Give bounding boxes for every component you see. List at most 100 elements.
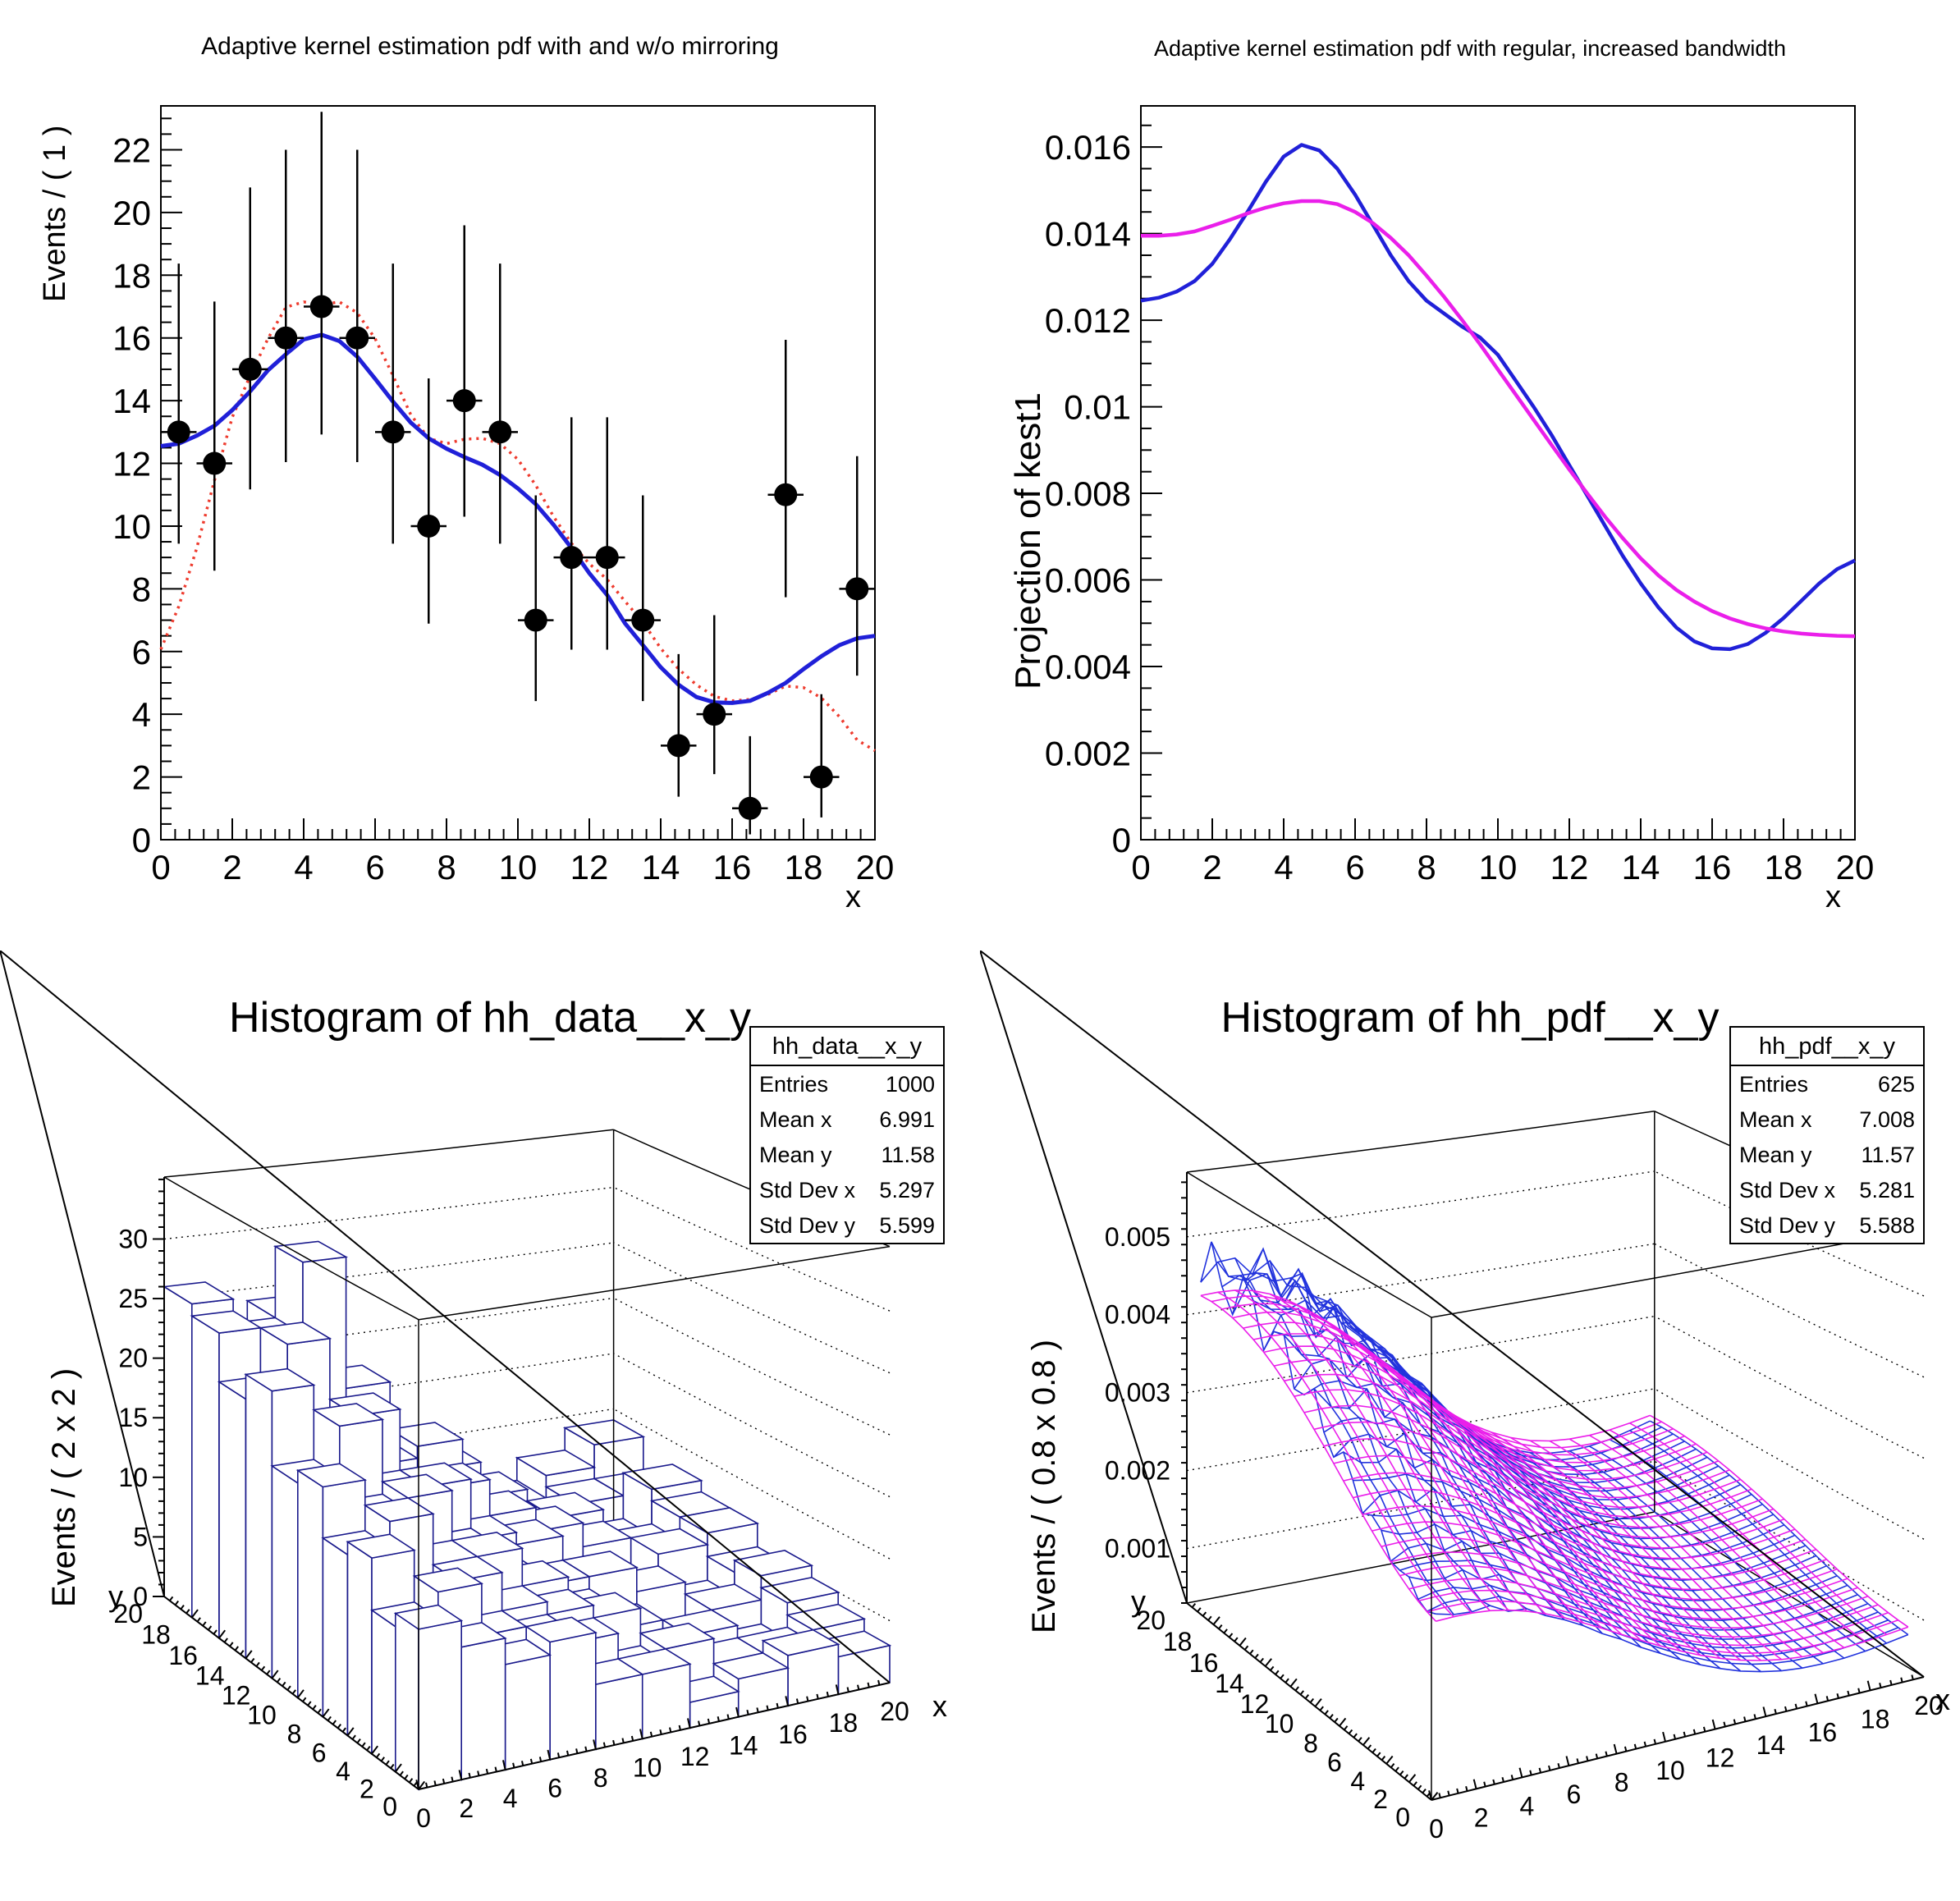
svg-text:20: 20 xyxy=(112,194,151,232)
svg-text:15: 15 xyxy=(118,1403,148,1432)
svg-text:20: 20 xyxy=(1836,848,1875,886)
svg-text:0.014: 0.014 xyxy=(1045,215,1131,254)
svg-text:6: 6 xyxy=(365,848,384,886)
svg-text:18: 18 xyxy=(141,1620,171,1650)
pad3-y-axis-title: y xyxy=(108,1579,123,1613)
svg-text:2: 2 xyxy=(459,1793,474,1823)
stats-box-hh-pdf: hh_pdf__x_y Entries 625 Mean x 7.008 Mea… xyxy=(1729,1026,1925,1244)
svg-text:0: 0 xyxy=(1112,821,1131,859)
svg-text:10: 10 xyxy=(112,507,151,546)
svg-text:2: 2 xyxy=(1373,1784,1388,1814)
svg-text:30: 30 xyxy=(118,1224,148,1253)
svg-text:0.002: 0.002 xyxy=(1105,1456,1170,1486)
svg-text:0.001: 0.001 xyxy=(1105,1534,1170,1564)
svg-text:14: 14 xyxy=(1215,1669,1244,1698)
svg-text:12: 12 xyxy=(1550,848,1589,886)
svg-text:8: 8 xyxy=(1303,1729,1318,1758)
svg-text:0: 0 xyxy=(1131,848,1150,886)
svg-text:6: 6 xyxy=(1345,848,1364,886)
stats-label: Entries xyxy=(1739,1072,1809,1097)
svg-text:4: 4 xyxy=(1520,1791,1535,1821)
svg-text:10: 10 xyxy=(1655,1756,1685,1785)
stats-label: Mean x xyxy=(759,1107,832,1132)
stats-title: hh_pdf__x_y xyxy=(1731,1028,1923,1066)
svg-text:0: 0 xyxy=(1395,1803,1410,1832)
svg-text:16: 16 xyxy=(1693,848,1732,886)
svg-text:16: 16 xyxy=(1808,1717,1838,1747)
svg-text:0: 0 xyxy=(133,1582,148,1611)
pad1-title: Adaptive kernel estimation pdf with and … xyxy=(201,33,779,60)
svg-text:4: 4 xyxy=(132,695,151,734)
svg-text:12: 12 xyxy=(1240,1689,1270,1719)
stats-value: 11.58 xyxy=(881,1143,935,1167)
svg-text:6: 6 xyxy=(1567,1780,1582,1809)
stats-value: 7.008 xyxy=(1859,1107,1915,1132)
svg-text:16: 16 xyxy=(112,319,151,358)
svg-text:12: 12 xyxy=(222,1681,251,1711)
svg-text:14: 14 xyxy=(642,848,680,886)
svg-text:6: 6 xyxy=(1327,1748,1342,1777)
stats-value: 625 xyxy=(1877,1072,1915,1097)
stats-value: 5.297 xyxy=(879,1178,935,1202)
pad4-x-axis-title: x xyxy=(1935,1683,1950,1716)
pad2-y-axis-title: Projection of kest1 xyxy=(1008,392,1048,689)
svg-text:18: 18 xyxy=(1163,1627,1193,1656)
pad4-title: Histogram of hh_pdf__x_y xyxy=(1220,994,1720,1042)
stats-label: Mean y xyxy=(1739,1143,1812,1167)
svg-text:12: 12 xyxy=(1706,1743,1735,1773)
stats-row-mean-y: Mean y 11.57 xyxy=(1731,1137,1923,1172)
kernel-mirroring-plot: 0 2 4 6 8 10 12 14 16 18 20 0 2 4 6 8 10 12 14 16 18 20 22 xyxy=(112,105,894,886)
svg-text:0: 0 xyxy=(151,848,170,886)
pad-hh-pdf-surf: 0 2 4 6 8 10 12 14 16 18 20 0 2 4 6 8 10 12 14 16 18 20 0.001 0… xyxy=(980,950,1960,1901)
svg-text:2: 2 xyxy=(359,1775,374,1804)
svg-text:0.012: 0.012 xyxy=(1045,301,1131,340)
pad3-x-axis-title: x xyxy=(932,1689,947,1723)
stats-row-entries: Entries 625 xyxy=(1731,1066,1923,1102)
pad3-title: Histogram of hh_data__x_y xyxy=(229,994,751,1042)
stats-row-entries: Entries 1000 xyxy=(751,1066,943,1102)
svg-text:18: 18 xyxy=(829,1708,859,1738)
svg-text:4: 4 xyxy=(336,1757,350,1786)
svg-text:12: 12 xyxy=(680,1742,710,1771)
svg-text:6: 6 xyxy=(312,1738,327,1767)
pad4-y-axis-title: y xyxy=(1131,1584,1146,1618)
svg-text:8: 8 xyxy=(1417,848,1436,886)
stats-title: hh_data__x_y xyxy=(751,1028,943,1066)
stats-row-mean-y: Mean y 11.58 xyxy=(751,1137,943,1172)
svg-text:8: 8 xyxy=(437,848,456,886)
stats-value: 11.57 xyxy=(1861,1143,1915,1167)
svg-text:14: 14 xyxy=(1622,848,1660,886)
svg-text:8: 8 xyxy=(593,1763,608,1793)
svg-text:2: 2 xyxy=(1202,848,1221,886)
svg-text:4: 4 xyxy=(503,1784,518,1813)
svg-text:6: 6 xyxy=(132,633,151,671)
svg-text:10: 10 xyxy=(247,1700,277,1729)
svg-text:4: 4 xyxy=(1350,1766,1365,1796)
svg-text:4: 4 xyxy=(1274,848,1293,886)
pad-kernel-mirroring: 0 2 4 6 8 10 12 14 16 18 20 0 2 4 6 8 10 12 14 16 18 20 22 Ada… xyxy=(0,0,980,950)
svg-text:20: 20 xyxy=(118,1344,148,1373)
stats-value: 5.588 xyxy=(1859,1213,1915,1238)
pad1-x-axis-title: x xyxy=(845,880,861,914)
stats-label: Entries xyxy=(759,1072,829,1097)
svg-text:0.004: 0.004 xyxy=(1045,648,1131,686)
pad-kernel-bandwidth: 0 2 4 6 8 10 12 14 16 18 20 0 0.002 0.004 0.006 0.008 0.… xyxy=(980,0,1960,950)
svg-text:0.004: 0.004 xyxy=(1105,1300,1170,1330)
svg-text:18: 18 xyxy=(1861,1704,1890,1734)
svg-text:12: 12 xyxy=(570,848,609,886)
svg-text:0: 0 xyxy=(132,821,151,859)
stats-label: Std Dev y xyxy=(759,1213,856,1238)
pad-hh-data-lego: 0 2 4 6 8 10 12 14 16 18 20 0 2 4 6 8 10 12 14 16 18 20 0 5 10 15… xyxy=(0,950,980,1901)
svg-text:0: 0 xyxy=(382,1792,397,1821)
pad2-title: Adaptive kernel estimation pdf with regu… xyxy=(1154,36,1786,61)
stats-row-mean-x: Mean x 6.991 xyxy=(751,1102,943,1137)
stats-label: Mean y xyxy=(759,1143,832,1167)
svg-text:0: 0 xyxy=(416,1803,431,1833)
svg-text:0: 0 xyxy=(1429,1814,1444,1844)
stats-row-stddev-x: Std Dev x 5.297 xyxy=(751,1172,943,1207)
svg-text:14: 14 xyxy=(1756,1730,1786,1760)
svg-text:0.006: 0.006 xyxy=(1045,561,1131,600)
pad4-z-axis-title: Events / ( 0.8 x 0.8 ) xyxy=(1026,1340,1062,1633)
stats-label: Std Dev x xyxy=(759,1178,856,1202)
svg-text:12: 12 xyxy=(112,445,151,483)
